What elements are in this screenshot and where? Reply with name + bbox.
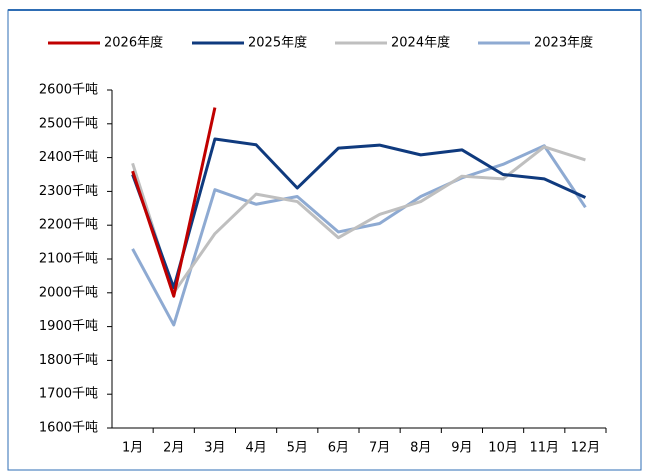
- y-tick-label: 2600千吨: [39, 83, 98, 98]
- legend-label: 2023年度: [534, 35, 593, 51]
- x-tick-label: 4月: [245, 441, 266, 456]
- legend-label: 2024年度: [391, 35, 450, 51]
- y-tick-label: 2000千吨: [39, 285, 98, 300]
- x-tick-label: 1月: [122, 441, 143, 456]
- x-tick-label: 8月: [410, 441, 431, 456]
- series-line: [131, 145, 586, 295]
- y-tick-label: 1900千吨: [39, 319, 98, 334]
- x-tick-label: 2月: [163, 441, 184, 456]
- x-tick-label: 12月: [571, 441, 601, 456]
- x-tick-label: 6月: [328, 441, 349, 456]
- y-tick-label: 1700千吨: [39, 387, 98, 402]
- series-line: [131, 107, 217, 298]
- y-tick-label: 2300千吨: [39, 184, 98, 199]
- x-tick-label: 10月: [488, 441, 518, 456]
- x-tick-label: 7月: [369, 441, 390, 456]
- y-tick-label: 2500千吨: [39, 116, 98, 131]
- y-tick-label: 2200千吨: [39, 218, 98, 233]
- y-tick-label: 1600千吨: [39, 421, 98, 436]
- x-tick-label: 5月: [287, 441, 308, 456]
- legend-label: 2025年度: [248, 35, 307, 51]
- x-tick-label: 11月: [529, 441, 559, 456]
- y-tick-label: 1800千吨: [39, 353, 98, 368]
- series-line: [131, 137, 587, 290]
- x-tick-label: 9月: [451, 441, 472, 456]
- frame: [7, 9, 642, 471]
- y-tick-label: 2400千吨: [39, 150, 98, 165]
- x-tick-label: 3月: [204, 441, 225, 456]
- legend-label: 2026年度: [104, 35, 163, 51]
- y-tick-label: 2100千吨: [39, 252, 98, 267]
